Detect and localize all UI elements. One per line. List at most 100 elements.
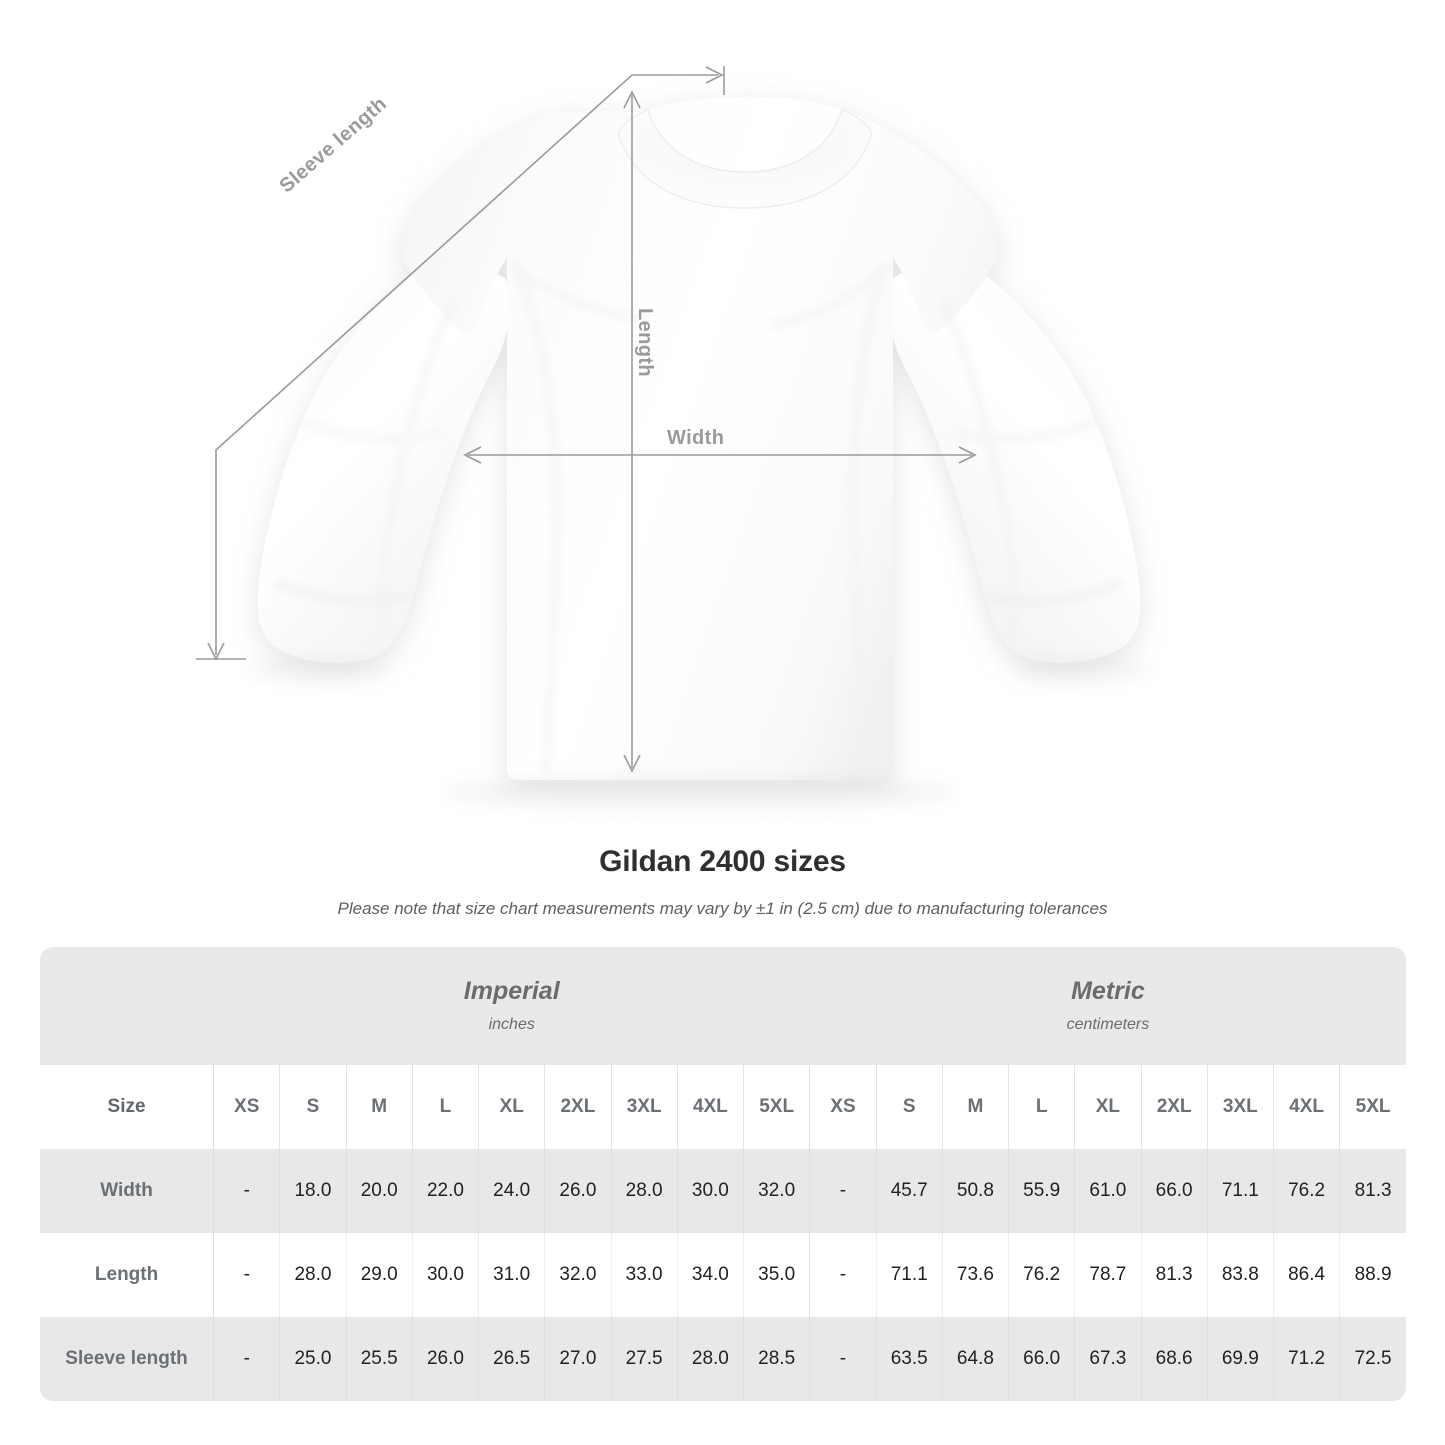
cell-value: -: [213, 1233, 280, 1317]
right-sleeve: [887, 250, 1141, 664]
cell-value: 61.0: [1074, 1149, 1141, 1233]
cell-value: -: [809, 1317, 877, 1401]
table-head: Imperial inches Metric centimeters Size XS S M…: [40, 947, 1406, 1149]
row-label-sleeve-length: Sleeve length: [40, 1317, 214, 1401]
sleeve-length-dimension: [196, 66, 725, 661]
ground-shadow: [250, 657, 1148, 807]
size-header-metric-l: L: [1008, 1065, 1075, 1149]
cell-value: 72.5: [1339, 1317, 1406, 1401]
cell-value: 28.0: [279, 1233, 347, 1317]
unit-section-name: Imperial: [463, 977, 560, 1006]
cell-value: 35.0: [742, 1233, 810, 1317]
cell-value: 81.3: [1339, 1149, 1406, 1233]
size-header-metric-4xl: 4XL: [1272, 1065, 1340, 1149]
unit-section-imperial: Imperial inches: [213, 947, 810, 1065]
collar: [617, 109, 873, 209]
fabric-folds: [272, 259, 1125, 776]
size-header-metric-xl: XL: [1074, 1065, 1141, 1149]
cell-value: 76.2: [1272, 1149, 1340, 1233]
cell-value: 50.8: [941, 1149, 1009, 1233]
cell-value: 29.0: [345, 1233, 413, 1317]
size-header-imperial-s: S: [279, 1065, 347, 1149]
garment-illustration: [196, 66, 1148, 807]
size-header-imperial-m: M: [345, 1065, 413, 1149]
cell-value: 22.0: [411, 1149, 479, 1233]
cell-value: 27.0: [544, 1317, 612, 1401]
unit-banner-spacer: [40, 947, 214, 1065]
table-row: Sleeve length -25.0 25.5 26.0 26.5 27.0 27.5 28…: [40, 1317, 1406, 1401]
cell-value: 25.0: [279, 1317, 347, 1401]
cell-value: 33.0: [610, 1233, 678, 1317]
size-header-metric-2xl: 2XL: [1140, 1065, 1208, 1149]
row-label-width: Width: [40, 1149, 214, 1233]
cell-value: 31.0: [478, 1233, 545, 1317]
size-header-metric-s: S: [875, 1065, 943, 1149]
cell-value: 32.0: [742, 1149, 810, 1233]
cell-value: 30.0: [411, 1233, 479, 1317]
cell-value: 71.1: [875, 1233, 943, 1317]
cell-value: 68.6: [1140, 1317, 1208, 1401]
cell-value: 18.0: [279, 1149, 347, 1233]
unit-banner-row: Imperial inches Metric centimeters: [40, 947, 1406, 1065]
cell-value: 26.5: [478, 1317, 545, 1401]
unit-section-subtitle: inches: [488, 1015, 535, 1033]
length-label: Length: [634, 308, 656, 378]
title-block: Gildan 2400 sizes Please note that size …: [0, 845, 1445, 919]
cell-value: -: [809, 1233, 877, 1317]
cell-value: 71.2: [1272, 1317, 1340, 1401]
size-header-imperial-xl: XL: [478, 1065, 545, 1149]
size-header-row: Size XS S M L XL 2XL 3XL 4XL 5XL XS S M L XL 2XL 3XL 4XL 5…: [40, 1065, 1406, 1149]
cell-value: 88.9: [1339, 1233, 1406, 1317]
table-row: Length -28.0 29.0 30.0 31.0 32.0 33.0 34.0 35.0-…: [40, 1233, 1406, 1317]
cell-value: 24.0: [478, 1149, 545, 1233]
size-column-header: Size: [40, 1065, 214, 1149]
cell-value: 67.3: [1074, 1317, 1141, 1401]
cell-value: -: [809, 1149, 877, 1233]
cell-value: 71.1: [1206, 1149, 1274, 1233]
cell-value: 83.8: [1206, 1233, 1274, 1317]
cell-value: 26.0: [411, 1317, 479, 1401]
cell-value: 45.7: [875, 1149, 943, 1233]
length-dimension: [623, 90, 641, 773]
table-body: Width -18.0 20.0 22.0 24.0 26.0 28.0 30.0 32.0-4…: [40, 1149, 1406, 1401]
cell-value: 32.0: [544, 1233, 612, 1317]
cell-value: 28.0: [610, 1149, 678, 1233]
size-chart-table-wrapper: Imperial inches Metric centimeters Size XS S M…: [40, 947, 1406, 1401]
width-label: Width: [667, 427, 725, 449]
cell-value: 26.0: [544, 1149, 612, 1233]
left-sleeve: [257, 250, 511, 664]
cell-value: 25.5: [345, 1317, 413, 1401]
size-header-metric-3xl: 3XL: [1206, 1065, 1274, 1149]
cell-value: 73.6: [941, 1233, 1009, 1317]
cell-value: 78.7: [1074, 1233, 1141, 1317]
table-row: Width -18.0 20.0 22.0 24.0 26.0 28.0 30.0 32.0-4…: [40, 1149, 1406, 1233]
page-title: Gildan 2400 sizes: [599, 845, 846, 878]
cell-value: 66.0: [1140, 1149, 1208, 1233]
cell-value: 66.0: [1008, 1317, 1075, 1401]
cell-value: 81.3: [1140, 1233, 1208, 1317]
cell-value: 30.0: [676, 1149, 744, 1233]
cell-value: -: [213, 1149, 280, 1233]
size-header-metric-5xl: 5XL: [1339, 1065, 1406, 1149]
size-header-imperial-5xl: 5XL: [742, 1065, 810, 1149]
size-header-imperial-l: L: [411, 1065, 479, 1149]
size-header-imperial-xs: XS: [213, 1065, 280, 1149]
size-chart-table: Imperial inches Metric centimeters Size XS S M…: [40, 947, 1406, 1401]
unit-section-metric: Metric centimeters: [809, 947, 1406, 1065]
cell-value: 76.2: [1008, 1233, 1075, 1317]
size-header-imperial-3xl: 3XL: [610, 1065, 678, 1149]
unit-section-subtitle: centimeters: [1066, 1015, 1150, 1033]
unit-section-name: Metric: [1071, 977, 1145, 1006]
cell-value: 28.0: [676, 1317, 744, 1401]
cell-value: 63.5: [875, 1317, 943, 1401]
cell-value: 55.9: [1008, 1149, 1075, 1233]
measurement-annotations: [196, 66, 977, 773]
cell-value: 86.4: [1272, 1233, 1340, 1317]
size-header-imperial-2xl: 2XL: [544, 1065, 612, 1149]
tolerance-note: Please note that size chart measurements…: [337, 899, 1108, 918]
cell-value: 34.0: [676, 1233, 744, 1317]
cell-value: 64.8: [941, 1317, 1009, 1401]
row-label-length: Length: [94, 1264, 159, 1285]
cell-value: 69.9: [1206, 1317, 1274, 1401]
cell-value: 28.5: [742, 1317, 810, 1401]
